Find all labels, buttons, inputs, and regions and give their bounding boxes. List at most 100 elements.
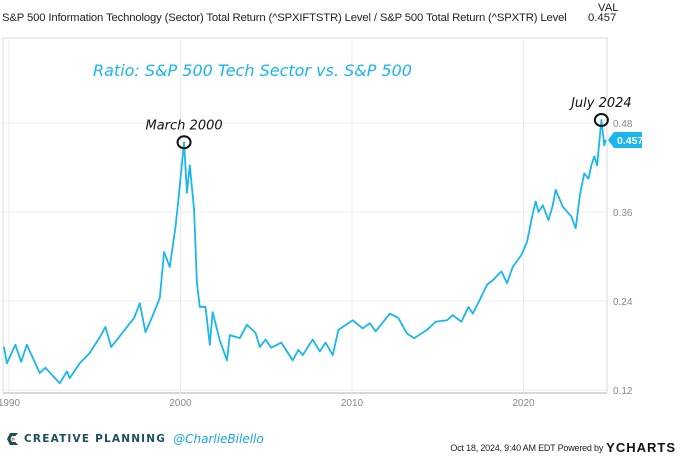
series-line xyxy=(3,119,607,385)
annotation-label: July 2024 xyxy=(568,96,632,111)
data-point xyxy=(389,313,391,315)
data-point xyxy=(177,199,179,201)
y-tick-label: 0.24 xyxy=(613,297,633,308)
data-point xyxy=(575,227,577,229)
data-point xyxy=(189,164,191,166)
data-point xyxy=(117,337,119,339)
data-point xyxy=(297,349,300,351)
plot-border xyxy=(2,37,608,394)
data-point xyxy=(587,178,590,180)
data-point xyxy=(69,377,71,379)
data-point xyxy=(452,314,454,316)
data-point xyxy=(480,295,482,298)
data-point xyxy=(583,172,585,175)
data-point xyxy=(555,189,557,191)
data-point xyxy=(264,338,267,341)
data-point xyxy=(169,266,171,268)
data-point xyxy=(209,344,211,346)
x-tick-label: 1990 xyxy=(0,398,21,409)
data-point xyxy=(246,324,248,326)
data-point xyxy=(526,241,528,243)
data-point xyxy=(270,347,272,349)
data-point xyxy=(324,341,327,344)
data-point xyxy=(406,333,408,335)
series-title: S&P 500 Information Technology (Sector) … xyxy=(2,12,567,24)
data-point xyxy=(352,319,354,321)
data-point xyxy=(99,336,101,338)
data-point xyxy=(104,326,107,328)
data-point xyxy=(579,194,581,196)
data-point xyxy=(66,370,68,373)
data-point xyxy=(337,329,340,331)
data-point xyxy=(319,350,321,353)
data-point xyxy=(467,306,470,308)
data-point xyxy=(547,219,550,221)
y-tick-label: 0.48 xyxy=(613,119,633,130)
chart-title: Ratio: S&P 500 Tech Sector vs. S&P 500 xyxy=(93,61,412,80)
data-point xyxy=(152,315,154,317)
data-point xyxy=(472,313,474,315)
data-point xyxy=(532,212,534,215)
last-value-tag xyxy=(608,132,642,149)
data-point xyxy=(332,354,334,356)
data-point xyxy=(229,334,231,336)
data-point xyxy=(492,279,494,281)
data-point xyxy=(204,306,207,308)
data-point xyxy=(362,327,364,330)
data-point xyxy=(219,339,221,341)
y-tick-label: 0.36 xyxy=(613,208,633,219)
data-point xyxy=(312,338,314,341)
data-point xyxy=(59,382,61,384)
last-value-label: 0.457 xyxy=(617,135,643,147)
data-point xyxy=(193,209,195,211)
data-point xyxy=(537,211,540,213)
data-point xyxy=(44,367,47,369)
data-point xyxy=(593,155,595,157)
data-point xyxy=(302,354,304,356)
data-point xyxy=(79,362,81,364)
data-point xyxy=(512,266,514,268)
val-column-header: VAL xyxy=(598,2,619,14)
data-point xyxy=(500,270,502,272)
data-point xyxy=(435,321,437,323)
data-point xyxy=(426,329,428,331)
val-column-value: 0.457 xyxy=(588,12,617,24)
data-point xyxy=(89,352,91,354)
data-point xyxy=(280,341,282,344)
data-point xyxy=(39,372,41,374)
data-point xyxy=(159,297,161,299)
twitter-handle: @CharlieBilello xyxy=(173,432,264,446)
data-point xyxy=(196,282,198,284)
creative-planning-branding: CREATIVE PLANNING @CharlieBilello xyxy=(6,431,264,447)
data-point xyxy=(20,361,22,363)
data-point xyxy=(600,119,602,121)
data-point xyxy=(226,359,228,361)
data-point xyxy=(183,141,185,143)
annotation-circle xyxy=(176,135,192,150)
data-point xyxy=(186,192,188,194)
data-point xyxy=(397,317,400,319)
data-point xyxy=(174,226,177,228)
data-point xyxy=(413,337,415,339)
data-point xyxy=(486,284,488,286)
data-point xyxy=(110,346,112,348)
data-point xyxy=(590,164,592,166)
data-point xyxy=(570,215,572,218)
data-point xyxy=(535,201,537,203)
x-tick-label: 2020 xyxy=(512,398,535,409)
data-point xyxy=(552,204,554,206)
timestamp: Oct 18, 2024, 9:40 AM EDT Powered by xyxy=(450,442,604,453)
data-point xyxy=(596,164,598,166)
data-point xyxy=(139,302,141,304)
data-point xyxy=(520,254,522,256)
brand-name: CREATIVE PLANNING xyxy=(24,433,167,445)
data-point xyxy=(369,322,371,324)
data-point xyxy=(199,306,201,308)
data-point xyxy=(605,139,607,141)
ycharts-logo: YCHARTS xyxy=(606,440,676,455)
annotation-label: March 2000 xyxy=(146,118,223,133)
data-point xyxy=(292,359,294,361)
data-point xyxy=(239,337,241,339)
data-point xyxy=(446,319,448,321)
